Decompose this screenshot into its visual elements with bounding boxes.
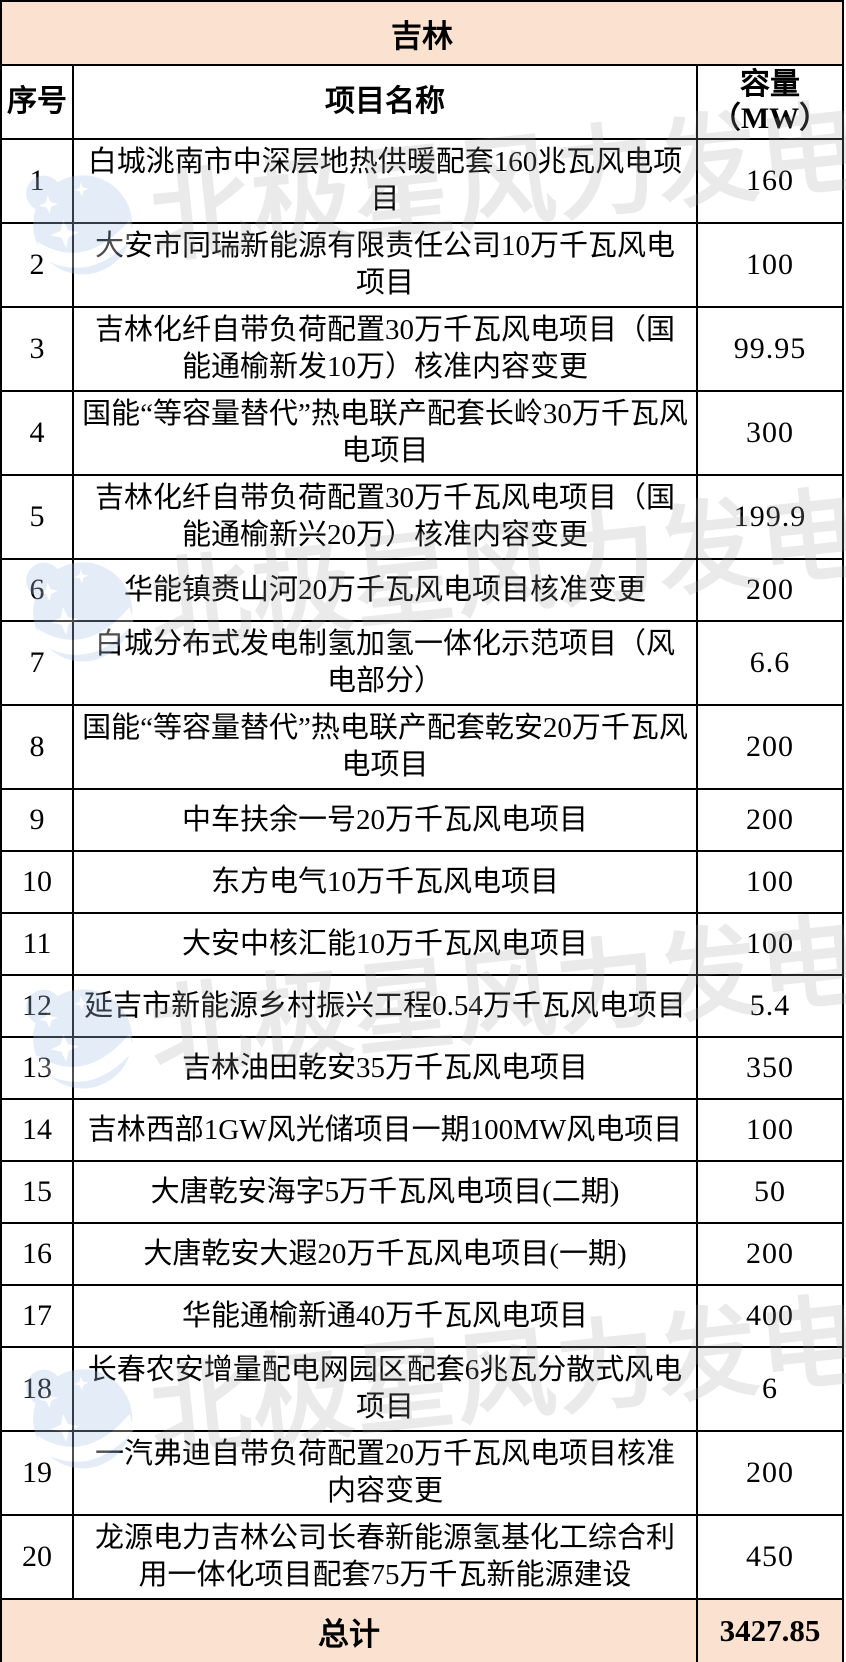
table-row: 5 吉林化纤自带负荷配置30万千瓦风电项目（国能通榆新兴20万）核准内容变更 1… <box>0 474 844 560</box>
table-row: 6 华能镇赉山河20万千瓦风电项目核准变更 200 <box>0 558 844 622</box>
row-index: 15 <box>0 1160 74 1224</box>
capacity-value: 50 <box>696 1160 844 1224</box>
capacity-value: 100 <box>696 850 844 914</box>
project-name: 一汽弗迪自带负荷配置20万千瓦风电项目核准内容变更 <box>72 1430 698 1516</box>
header-capacity: 容量 （MW） <box>696 64 844 140</box>
header-capacity-label: 容量 <box>740 68 800 101</box>
row-index: 12 <box>0 974 74 1038</box>
capacity-value: 6 <box>696 1346 844 1432</box>
table-row: 16 大唐乾安大遐20万千瓦风电项目(一期) 200 <box>0 1222 844 1286</box>
capacity-value: 100 <box>696 222 844 308</box>
row-index: 16 <box>0 1222 74 1286</box>
table-row: 18 长春农安增量配电网园区配套6兆瓦分散式风电项目 6 <box>0 1346 844 1432</box>
table-row: 20 龙源电力吉林公司长春新能源氢基化工综合利用一体化项目配套75万千瓦新能源建… <box>0 1514 844 1600</box>
table-row: 15 大唐乾安海字5万千瓦风电项目(二期) 50 <box>0 1160 844 1224</box>
row-index: 8 <box>0 704 74 790</box>
project-name: 大安中核汇能10万千瓦风电项目 <box>72 912 698 976</box>
project-name: 东方电气10万千瓦风电项目 <box>72 850 698 914</box>
header-capacity-unit: （MW） <box>710 102 830 135</box>
project-name: 白城分布式发电制氢加氢一体化示范项目（风电部分） <box>72 620 698 706</box>
table-row: 19 一汽弗迪自带负荷配置20万千瓦风电项目核准内容变更 200 <box>0 1430 844 1516</box>
row-index: 11 <box>0 912 74 976</box>
table-row: 3 吉林化纤自带负荷配置30万千瓦风电项目（国能通榆新发10万）核准内容变更 9… <box>0 306 844 392</box>
project-name: 中车扶余一号20万千瓦风电项目 <box>72 788 698 852</box>
table-row: 4 国能“等容量替代”热电联产配套长岭30万千瓦风电项目 300 <box>0 390 844 476</box>
table-row: 1 白城洮南市中深层地热供暖配套160兆瓦风电项目 160 <box>0 138 844 224</box>
row-index: 10 <box>0 850 74 914</box>
capacity-value: 450 <box>696 1514 844 1600</box>
table-row: 8 国能“等容量替代”热电联产配套乾安20万千瓦风电项目 200 <box>0 704 844 790</box>
table-row: 17 华能通榆新通40万千瓦风电项目 400 <box>0 1284 844 1348</box>
row-index: 4 <box>0 390 74 476</box>
table-row: 2 大安市同瑞新能源有限责任公司10万千瓦风电项目 100 <box>0 222 844 308</box>
row-index: 7 <box>0 620 74 706</box>
project-name: 大唐乾安海字5万千瓦风电项目(二期) <box>72 1160 698 1224</box>
row-index: 14 <box>0 1098 74 1162</box>
table-header-row: 序号 项目名称 容量 （MW） <box>0 64 844 140</box>
table-row: 13 吉林油田乾安35万千瓦风电项目 350 <box>0 1036 844 1100</box>
capacity-value: 350 <box>696 1036 844 1100</box>
project-name: 吉林化纤自带负荷配置30万千瓦风电项目（国能通榆新发10万）核准内容变更 <box>72 306 698 392</box>
row-index: 19 <box>0 1430 74 1516</box>
capacity-value: 400 <box>696 1284 844 1348</box>
capacity-value: 100 <box>696 1098 844 1162</box>
table-row: 12 延吉市新能源乡村振兴工程0.54万千瓦风电项目 5.4 <box>0 974 844 1038</box>
project-name: 大唐乾安大遐20万千瓦风电项目(一期) <box>72 1222 698 1286</box>
header-project-name: 项目名称 <box>72 64 698 140</box>
row-index: 9 <box>0 788 74 852</box>
row-index: 2 <box>0 222 74 308</box>
capacity-value: 100 <box>696 912 844 976</box>
capacity-value: 200 <box>696 1430 844 1516</box>
capacity-value: 160 <box>696 138 844 224</box>
project-name: 吉林化纤自带负荷配置30万千瓦风电项目（国能通榆新兴20万）核准内容变更 <box>72 474 698 560</box>
header-index: 序号 <box>0 64 74 140</box>
capacity-value: 200 <box>696 704 844 790</box>
capacity-value: 200 <box>696 788 844 852</box>
project-name: 国能“等容量替代”热电联产配套长岭30万千瓦风电项目 <box>72 390 698 476</box>
table-row: 7 白城分布式发电制氢加氢一体化示范项目（风电部分） 6.6 <box>0 620 844 706</box>
project-name: 延吉市新能源乡村振兴工程0.54万千瓦风电项目 <box>72 974 698 1038</box>
project-name: 国能“等容量替代”热电联产配套乾安20万千瓦风电项目 <box>72 704 698 790</box>
capacity-value: 199.9 <box>696 474 844 560</box>
table-row: 11 大安中核汇能10万千瓦风电项目 100 <box>0 912 844 976</box>
row-index: 13 <box>0 1036 74 1100</box>
row-index: 3 <box>0 306 74 392</box>
row-index: 1 <box>0 138 74 224</box>
region-title-row: 吉林 <box>0 0 844 66</box>
total-row: 总计 3427.85 <box>0 1598 844 1662</box>
row-index: 18 <box>0 1346 74 1432</box>
project-name: 大安市同瑞新能源有限责任公司10万千瓦风电项目 <box>72 222 698 308</box>
total-value: 3427.85 <box>696 1598 844 1662</box>
row-index: 5 <box>0 474 74 560</box>
project-name: 白城洮南市中深层地热供暖配套160兆瓦风电项目 <box>72 138 698 224</box>
project-name: 吉林油田乾安35万千瓦风电项目 <box>72 1036 698 1100</box>
capacity-value: 99.95 <box>696 306 844 392</box>
capacity-value: 200 <box>696 1222 844 1286</box>
region-title: 吉林 <box>0 0 844 66</box>
row-index: 17 <box>0 1284 74 1348</box>
table-row: 14 吉林西部1GW风光储项目一期100MW风电项目 100 <box>0 1098 844 1162</box>
project-name: 华能镇赉山河20万千瓦风电项目核准变更 <box>72 558 698 622</box>
table-row: 9 中车扶余一号20万千瓦风电项目 200 <box>0 788 844 852</box>
capacity-value: 6.6 <box>696 620 844 706</box>
row-index: 20 <box>0 1514 74 1600</box>
project-name: 华能通榆新通40万千瓦风电项目 <box>72 1284 698 1348</box>
row-index: 6 <box>0 558 74 622</box>
capacity-value: 300 <box>696 390 844 476</box>
total-label: 总计 <box>0 1598 698 1662</box>
project-name: 吉林西部1GW风光储项目一期100MW风电项目 <box>72 1098 698 1162</box>
project-name: 长春农安增量配电网园区配套6兆瓦分散式风电项目 <box>72 1346 698 1432</box>
capacity-value: 5.4 <box>696 974 844 1038</box>
project-name: 龙源电力吉林公司长春新能源氢基化工综合利用一体化项目配套75万千瓦新能源建设 <box>72 1514 698 1600</box>
capacity-value: 200 <box>696 558 844 622</box>
table-row: 10 东方电气10万千瓦风电项目 100 <box>0 850 844 914</box>
